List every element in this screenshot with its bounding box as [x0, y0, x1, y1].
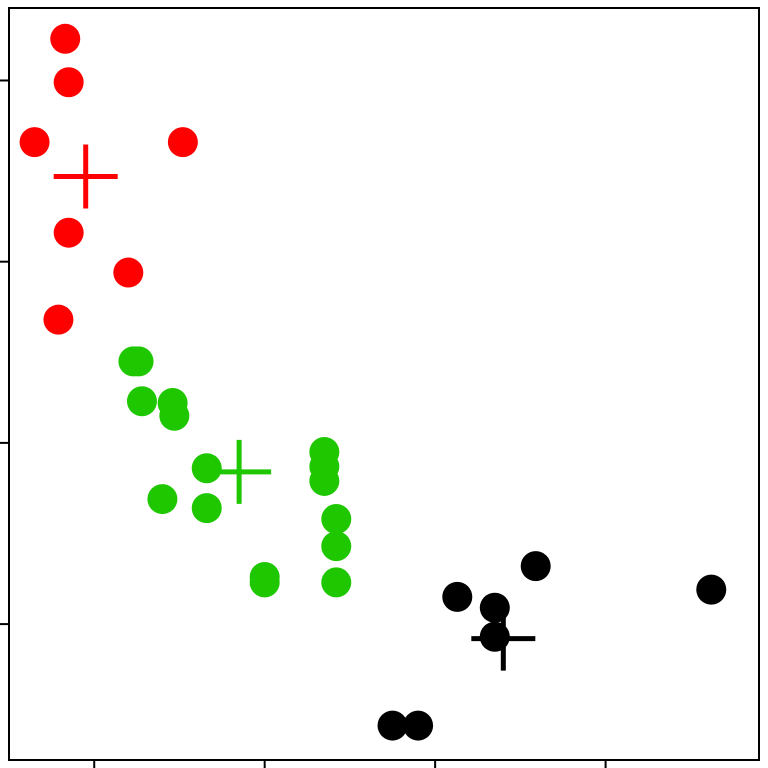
plot-frame: [8, 7, 760, 761]
data-point-2-10: [147, 484, 178, 515]
data-point-1-1: [50, 23, 81, 54]
data-point-1-2: [53, 67, 84, 98]
centroid-marker-3: [471, 606, 536, 671]
data-point-1-6: [113, 257, 144, 288]
data-point-3-2: [696, 574, 727, 605]
data-point-2-6: [191, 453, 222, 484]
x-axis-ticks: [93, 760, 607, 768]
data-points: [19, 23, 727, 741]
data-point-1-7: [43, 304, 74, 335]
data-point-1-4: [167, 127, 198, 158]
data-point-2-15: [249, 567, 280, 598]
data-point-2-12: [321, 503, 352, 534]
centroid-marker-1: [53, 144, 118, 209]
centroid-markers: [53, 144, 536, 671]
data-point-3-7: [403, 710, 434, 741]
data-point-2-16: [321, 567, 352, 598]
data-point-2-5: [159, 400, 190, 431]
data-point-2-9: [309, 465, 340, 496]
data-point-2-11: [191, 493, 222, 524]
data-point-3-3: [442, 581, 473, 612]
data-point-2-13: [321, 531, 352, 562]
data-point-2-2: [123, 346, 154, 377]
data-point-1-5: [53, 217, 84, 248]
data-point-3-1: [520, 551, 551, 582]
data-point-2-3: [126, 386, 157, 417]
y-axis-ticks: [0, 79, 9, 626]
data-point-1-3: [19, 127, 50, 158]
centroid-marker-2: [207, 439, 272, 504]
data-point-3-6: [377, 710, 408, 741]
